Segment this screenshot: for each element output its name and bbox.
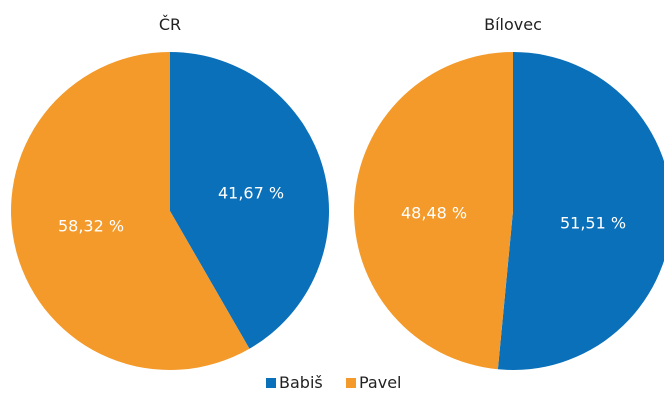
slice-bilovec-pavel	[354, 52, 513, 370]
slice-label-bilovec-babis: 51,51 %	[560, 214, 626, 233]
slice-label-cr-pavel: 58,32 %	[58, 217, 124, 236]
slice-cr-babis	[170, 52, 330, 349]
slice-label-cr-babis: 41,67 %	[218, 184, 284, 203]
slice-label-bilovec-pavel: 48,48 %	[401, 204, 467, 223]
pie-chart-bilovec: 51,51 % 48,48 % Bílovec	[354, 15, 664, 370]
legend-label-babis: Babiš	[279, 373, 323, 392]
legend-label-pavel: Pavel	[359, 373, 402, 392]
chart-title-bilovec: Bílovec	[484, 15, 542, 34]
legend-swatch-pavel	[346, 378, 356, 388]
chart-title-cr: ČR	[159, 15, 181, 34]
pie-chart-cr: 41,67 % 58,32 % ČR	[11, 15, 330, 371]
legend-swatch-babis	[266, 378, 276, 388]
legend: Babiš Pavel	[266, 373, 402, 392]
slice-cr-pavel	[11, 52, 250, 371]
slice-bilovec-babis	[497, 52, 664, 370]
